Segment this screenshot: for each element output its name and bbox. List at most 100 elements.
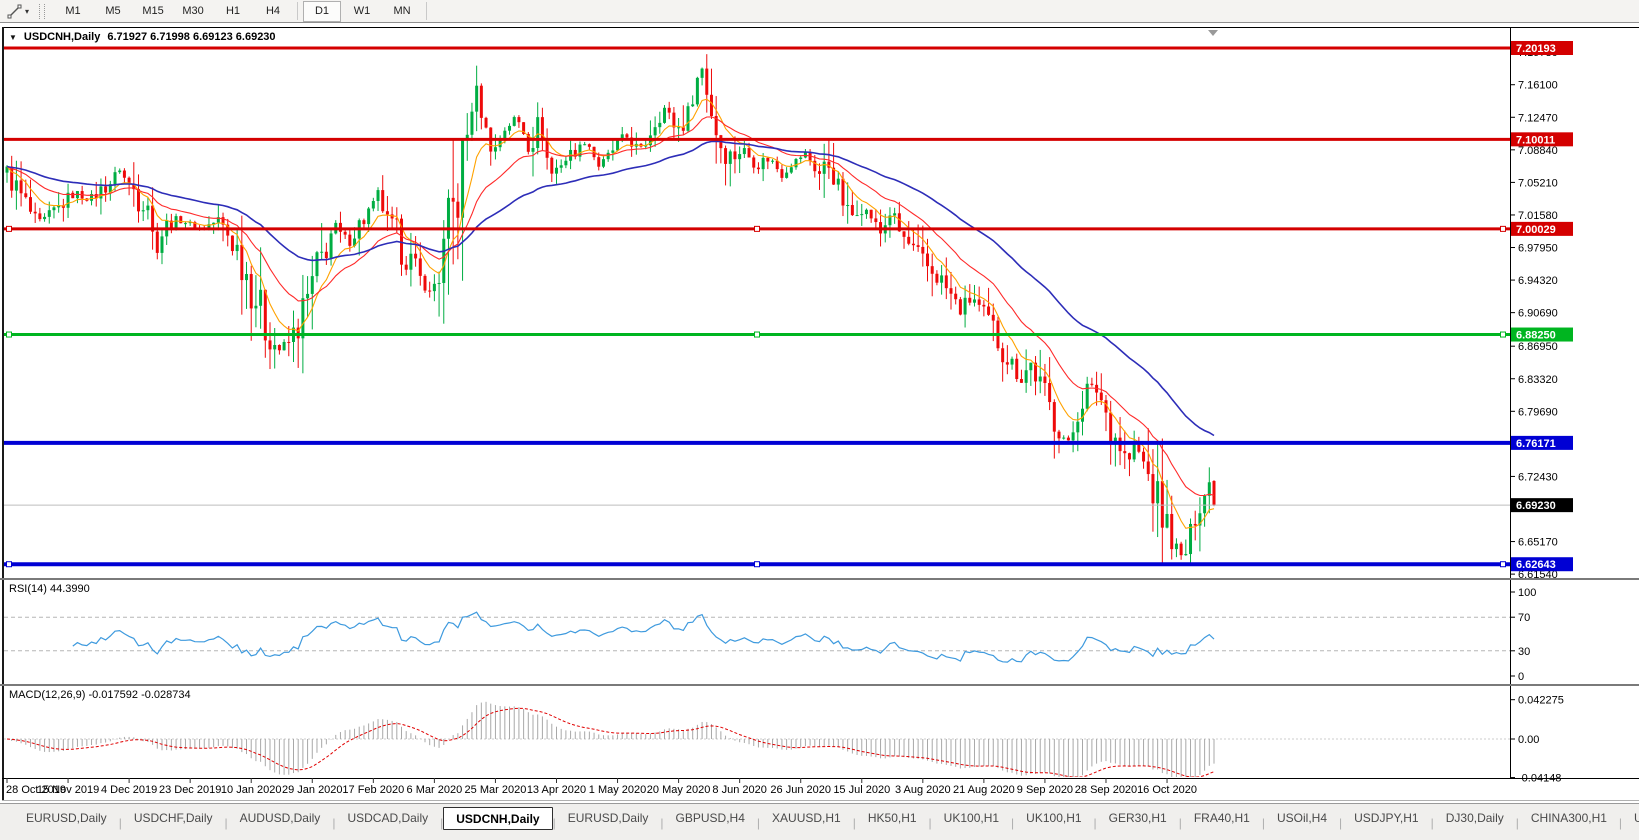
- tab-separator: |: [756, 815, 761, 830]
- macd-label: MACD(12,26,9) -0.017592 -0.028734: [9, 689, 191, 701]
- pane-separator-1[interactable]: [0, 578, 1639, 580]
- hline-handle[interactable]: [6, 561, 12, 568]
- chart-shift-marker-icon[interactable]: [1208, 30, 1218, 36]
- tab-separator: |: [440, 815, 444, 830]
- chart-tab-usdcad-daily[interactable]: USDCAD,Daily: [347, 810, 429, 825]
- chart-tab-china300-h1[interactable]: CHINA300,H1: [1530, 810, 1607, 825]
- price-tick-label: 6.72430: [1518, 471, 1558, 483]
- date-tick-label: 13 Apr 2020: [527, 784, 586, 796]
- chart-tab-uk100-h1[interactable]: UK100,H1: [1026, 810, 1082, 825]
- price-tick-label: 7.05210: [1518, 177, 1558, 189]
- date-tick-label: 1 May 2020: [589, 784, 646, 796]
- tab-separator: |: [1618, 815, 1623, 830]
- pane-separator-2[interactable]: [0, 684, 1639, 686]
- date-tick-label: 21 Aug 2020: [953, 784, 1015, 796]
- timeframe-button-h4[interactable]: H4: [265, 5, 281, 17]
- tab-separator: |: [1178, 815, 1182, 830]
- hline-handle[interactable]: [1500, 225, 1506, 232]
- price-tick-label: 7.12470: [1518, 112, 1558, 124]
- hline-handle[interactable]: [754, 225, 760, 232]
- chart-tab-eurusd-daily[interactable]: EURUSD,Daily: [26, 810, 107, 825]
- hline-handle[interactable]: [1500, 561, 1506, 568]
- price-tick-label: 7.01580: [1518, 210, 1558, 222]
- chart-tab-eurusd-daily[interactable]: EURUSD,Daily: [567, 810, 649, 825]
- ma-8-line: [6, 98, 1215, 529]
- date-tick-label: 23 Dec 2019: [159, 784, 221, 796]
- tab-separator: |: [118, 815, 122, 830]
- date-tick-label: 10 Jan 2020: [221, 784, 282, 796]
- date-tick-label: 15 Nov 2019: [37, 784, 99, 796]
- price-tick-label: 6.86950: [1518, 341, 1558, 353]
- price-tick-label: 7.16100: [1518, 80, 1558, 92]
- chart-tab-uk100-h1[interactable]: UK100,H1: [943, 810, 1000, 825]
- timeframe-button-m30[interactable]: M30: [182, 5, 204, 17]
- hline-price-flag-label: 7.00029: [1516, 224, 1556, 236]
- date-tick-label: 20 May 2020: [647, 784, 711, 796]
- hline-handle[interactable]: [754, 561, 760, 568]
- hline-handle[interactable]: [754, 331, 760, 338]
- main-price-pane[interactable]: [5, 54, 1216, 565]
- chart-tab-usoil-h1[interactable]: USOil,H1: [1634, 810, 1639, 825]
- rsi-label: RSI(14) 44.3990: [9, 583, 90, 595]
- timeframe-button-d1[interactable]: D1: [303, 0, 342, 22]
- date-tick-label: 16 Oct 2020: [1137, 784, 1197, 796]
- hline-price-flag: [1511, 41, 1573, 55]
- candles: [5, 54, 1216, 565]
- date-tick-label: 26 Jun 2020: [770, 784, 831, 796]
- tab-separator: |: [224, 815, 228, 830]
- hline-price-flag-label: 6.88250: [1516, 330, 1556, 342]
- chart-tab-ger30-h1[interactable]: GER30,H1: [1108, 810, 1167, 825]
- rsi-pane[interactable]: [72, 611, 1215, 663]
- hline-handle[interactable]: [1500, 331, 1506, 338]
- hline-price-flag-label: 7.20193: [1516, 43, 1556, 55]
- chart-tab-fra40-h1[interactable]: FRA40,H1: [1193, 810, 1250, 825]
- timeframe-button-m15[interactable]: M15: [142, 5, 164, 17]
- macd-tick-label: 0.00: [1518, 734, 1539, 746]
- chart-tab-usdjpy-h1[interactable]: USDJPY,H1: [1354, 810, 1419, 825]
- timeframe-button-w1[interactable]: W1: [353, 5, 371, 17]
- date-tick-label: 4 Dec 2019: [101, 784, 157, 796]
- date-tick-label: 9 Sep 2020: [1017, 784, 1073, 796]
- rsi-tick-label: 70: [1518, 612, 1530, 624]
- chart-dropdown-icon[interactable]: ▼: [9, 32, 17, 42]
- price-axis[interactable]: 7.197307.161007.124707.088407.052107.015…: [1510, 41, 1573, 785]
- toolbar-grip[interactable]: [39, 3, 46, 19]
- tab-separator: |: [552, 815, 556, 830]
- hline-price-flag: [1511, 132, 1573, 147]
- hline-handle[interactable]: [6, 225, 12, 232]
- date-tick-label: 28 Sep 2020: [1075, 784, 1137, 796]
- macd-signal-line: [6, 707, 1215, 777]
- crosshair-tool-icon[interactable]: [4, 2, 24, 20]
- chart-tab-usdcnh-daily[interactable]: USDCNH,Daily: [443, 807, 553, 830]
- timeframe-button-h1[interactable]: H1: [225, 5, 241, 17]
- tab-separator: |: [332, 815, 336, 830]
- timeframe-button-m5[interactable]: M5: [105, 5, 121, 17]
- chart-tab-dj30-daily[interactable]: DJ30,Daily: [1445, 810, 1504, 825]
- chart-tab-gbpusd-h4[interactable]: GBPUSD,H4: [675, 810, 745, 825]
- timeframe-button-mn[interactable]: MN: [393, 5, 411, 17]
- tab-separator: |: [1339, 815, 1343, 830]
- toolbar: ▾ M1 M5 M15 M30 H1 H4 D1 W1 MN: [0, 0, 1639, 23]
- chart-tab-usdchf-daily[interactable]: USDCHF,Daily: [133, 810, 213, 825]
- tool-dropdown-icon[interactable]: ▾: [25, 6, 30, 16]
- tab-separator: |: [1430, 815, 1434, 830]
- price-tick-label: 7.08840: [1518, 145, 1558, 157]
- hline-price-flag: [1511, 327, 1573, 342]
- chart-tab-hk50-h1[interactable]: HK50,H1: [867, 810, 917, 825]
- hline-handle[interactable]: [6, 331, 12, 338]
- macd-pane[interactable]: [4, 701, 1510, 777]
- hline-price-flag-label: 6.62643: [1516, 559, 1556, 571]
- chart-tab-xauusd-h1[interactable]: XAUUSD,H1: [772, 810, 841, 825]
- chart-title: ▼ USDCNH,Daily 6.71927 6.71998 6.69123 6…: [9, 31, 276, 43]
- chart-tab-usoil-h4[interactable]: USOil,H4: [1276, 810, 1327, 825]
- price-tick-label: 6.90690: [1518, 308, 1558, 320]
- tab-separator: |: [1093, 815, 1097, 830]
- date-tick-label: 25 Mar 2020: [465, 784, 527, 796]
- timeframe-button-m1[interactable]: M1: [65, 5, 81, 17]
- chart-tab-audusd-daily[interactable]: AUDUSD,Daily: [239, 810, 321, 825]
- price-tick-label: 6.65170: [1518, 537, 1558, 549]
- macd-tick-label: -0.04148: [1518, 773, 1561, 785]
- tab-separator: |: [1515, 815, 1519, 830]
